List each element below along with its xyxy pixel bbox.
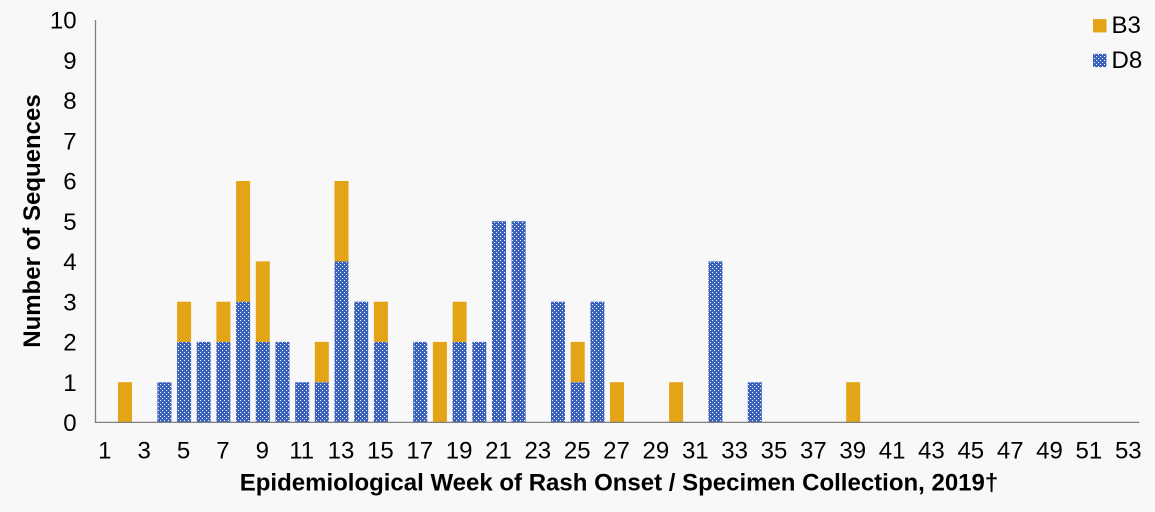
svg-text:25: 25 <box>564 438 591 465</box>
svg-text:5: 5 <box>63 209 76 236</box>
svg-text:1: 1 <box>98 438 111 465</box>
svg-text:11: 11 <box>289 438 314 465</box>
svg-text:49: 49 <box>1036 438 1063 465</box>
svg-text:39: 39 <box>839 438 866 465</box>
svg-text:23: 23 <box>524 438 551 465</box>
svg-text:0: 0 <box>63 410 76 437</box>
svg-text:7: 7 <box>216 438 229 465</box>
svg-text:29: 29 <box>643 438 670 465</box>
svg-text:B3: B3 <box>1112 12 1141 39</box>
svg-text:19: 19 <box>446 438 473 465</box>
svg-text:3: 3 <box>138 438 151 465</box>
svg-text:53: 53 <box>1115 438 1142 465</box>
svg-text:8: 8 <box>63 88 76 115</box>
svg-text:27: 27 <box>603 438 630 465</box>
svg-text:7: 7 <box>63 128 76 155</box>
svg-text:Epidemiological Week of Rash O: Epidemiological Week of Rash Onset / Spe… <box>240 470 998 497</box>
svg-text:37: 37 <box>800 438 827 465</box>
svg-text:Number of Sequences: Number of Sequences <box>19 94 46 347</box>
svg-text:45: 45 <box>957 438 984 465</box>
svg-text:17: 17 <box>406 438 433 465</box>
svg-text:9: 9 <box>63 48 76 75</box>
svg-text:6: 6 <box>63 169 76 196</box>
svg-text:3: 3 <box>63 289 76 316</box>
svg-text:10: 10 <box>50 8 77 35</box>
svg-text:47: 47 <box>997 438 1024 465</box>
svg-text:31: 31 <box>682 438 709 465</box>
svg-text:35: 35 <box>761 438 788 465</box>
svg-text:D8: D8 <box>1112 47 1143 74</box>
svg-text:4: 4 <box>63 249 76 276</box>
svg-text:9: 9 <box>256 438 269 465</box>
svg-text:1: 1 <box>63 370 76 397</box>
svg-text:43: 43 <box>918 438 945 465</box>
svg-text:33: 33 <box>721 438 748 465</box>
svg-text:15: 15 <box>367 438 394 465</box>
svg-text:2: 2 <box>63 330 76 357</box>
svg-text:41: 41 <box>879 438 906 465</box>
svg-text:51: 51 <box>1076 438 1103 465</box>
svg-text:21: 21 <box>485 438 512 465</box>
svg-text:13: 13 <box>328 438 355 465</box>
svg-text:5: 5 <box>177 438 190 465</box>
